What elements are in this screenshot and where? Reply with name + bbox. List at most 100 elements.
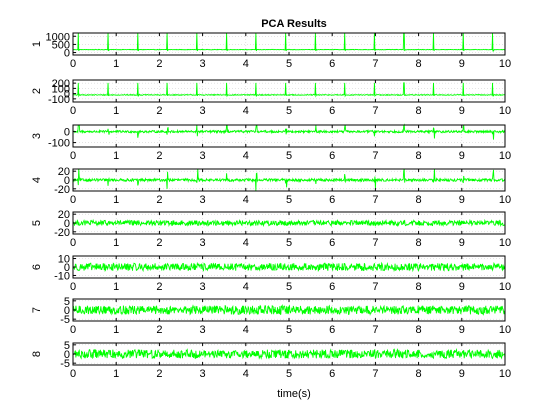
x-tick-label: 2 bbox=[156, 281, 162, 293]
chart-title: PCA Results bbox=[261, 18, 327, 30]
x-axis-label: time(s) bbox=[277, 388, 311, 400]
x-tick-label: 6 bbox=[329, 281, 335, 293]
y-tick-label: -100 bbox=[48, 94, 70, 106]
y-tick-label: -20 bbox=[54, 184, 70, 196]
x-tick-label: 1 bbox=[113, 194, 119, 206]
x-tick-label: 1 bbox=[113, 324, 119, 336]
y-axis-label: 1 bbox=[31, 41, 43, 47]
x-tick-label: 3 bbox=[200, 105, 206, 117]
x-tick-label: 4 bbox=[243, 368, 249, 380]
x-tick-label: 5 bbox=[286, 58, 292, 70]
x-tick-label: 10 bbox=[499, 150, 511, 162]
x-tick-label: 4 bbox=[243, 150, 249, 162]
x-tick-label: 7 bbox=[372, 368, 378, 380]
x-tick-label: 8 bbox=[416, 281, 422, 293]
x-tick-label: 10 bbox=[499, 194, 511, 206]
x-tick-label: 7 bbox=[372, 105, 378, 117]
x-tick-label: 3 bbox=[200, 150, 206, 162]
x-tick-label: 4 bbox=[243, 281, 249, 293]
x-tick-label: 10 bbox=[499, 324, 511, 336]
x-tick-label: 0 bbox=[70, 58, 76, 70]
x-tick-label: 3 bbox=[200, 324, 206, 336]
x-tick-label: 4 bbox=[243, 194, 249, 206]
y-axis-label: 8 bbox=[31, 351, 43, 357]
y-axis-label: 5 bbox=[31, 220, 43, 226]
x-tick-label: 9 bbox=[459, 324, 465, 336]
y-axis-label: 7 bbox=[31, 307, 43, 313]
x-tick-label: 1 bbox=[113, 150, 119, 162]
x-tick-label: 8 bbox=[416, 237, 422, 249]
x-tick-label: 10 bbox=[499, 58, 511, 70]
x-tick-label: 4 bbox=[243, 237, 249, 249]
x-tick-label: 9 bbox=[459, 58, 465, 70]
x-tick-label: 6 bbox=[329, 150, 335, 162]
y-axis-label: 4 bbox=[31, 177, 43, 183]
x-tick-label: 9 bbox=[459, 237, 465, 249]
x-tick-label: 5 bbox=[286, 281, 292, 293]
x-tick-label: 0 bbox=[70, 194, 76, 206]
x-tick-label: 9 bbox=[459, 194, 465, 206]
x-tick-label: 1 bbox=[113, 281, 119, 293]
x-tick-label: 0 bbox=[70, 368, 76, 380]
x-tick-label: 6 bbox=[329, 368, 335, 380]
x-tick-label: 1 bbox=[113, 58, 119, 70]
x-tick-label: 7 bbox=[372, 237, 378, 249]
y-tick-label: -100 bbox=[48, 138, 70, 150]
x-tick-label: 6 bbox=[329, 237, 335, 249]
x-tick-label: 3 bbox=[200, 281, 206, 293]
x-tick-label: 4 bbox=[243, 105, 249, 117]
x-tick-label: 6 bbox=[329, 324, 335, 336]
x-tick-label: 2 bbox=[156, 324, 162, 336]
x-tick-label: 1 bbox=[113, 237, 119, 249]
x-tick-label: 4 bbox=[243, 324, 249, 336]
x-tick-label: 1 bbox=[113, 105, 119, 117]
x-tick-label: 5 bbox=[286, 194, 292, 206]
x-tick-label: 6 bbox=[329, 194, 335, 206]
x-tick-label: 5 bbox=[286, 368, 292, 380]
y-axis-label: 2 bbox=[31, 88, 43, 94]
x-tick-label: 3 bbox=[200, 194, 206, 206]
x-tick-label: 2 bbox=[156, 368, 162, 380]
x-tick-label: 10 bbox=[499, 105, 511, 117]
x-tick-label: 5 bbox=[286, 105, 292, 117]
y-axis-label: 3 bbox=[31, 133, 43, 139]
x-tick-label: 3 bbox=[200, 368, 206, 380]
y-tick-label: -5 bbox=[60, 314, 70, 326]
x-tick-label: 4 bbox=[243, 58, 249, 70]
x-tick-label: 8 bbox=[416, 194, 422, 206]
x-tick-label: 2 bbox=[156, 58, 162, 70]
x-tick-label: 6 bbox=[329, 58, 335, 70]
x-tick-label: 8 bbox=[416, 324, 422, 336]
x-tick-label: 7 bbox=[372, 150, 378, 162]
y-axis-label: 6 bbox=[31, 264, 43, 270]
x-tick-label: 0 bbox=[70, 281, 76, 293]
x-tick-label: 9 bbox=[459, 281, 465, 293]
x-tick-label: 7 bbox=[372, 281, 378, 293]
x-tick-label: 0 bbox=[70, 237, 76, 249]
x-tick-label: 7 bbox=[372, 324, 378, 336]
y-tick-label: -20 bbox=[54, 227, 70, 239]
y-tick-label: 0 bbox=[64, 48, 70, 60]
x-tick-label: 8 bbox=[416, 105, 422, 117]
x-tick-label: 0 bbox=[70, 324, 76, 336]
x-tick-label: 7 bbox=[372, 58, 378, 70]
x-tick-label: 2 bbox=[156, 150, 162, 162]
x-tick-label: 5 bbox=[286, 150, 292, 162]
x-tick-label: 6 bbox=[329, 105, 335, 117]
x-tick-label: 10 bbox=[499, 368, 511, 380]
x-tick-label: 10 bbox=[499, 237, 511, 249]
x-tick-label: 7 bbox=[372, 194, 378, 206]
x-tick-label: 5 bbox=[286, 237, 292, 249]
x-tick-label: 2 bbox=[156, 194, 162, 206]
x-tick-label: 3 bbox=[200, 237, 206, 249]
y-tick-label: -10 bbox=[54, 270, 70, 282]
x-tick-label: 3 bbox=[200, 58, 206, 70]
y-tick-label: -5 bbox=[60, 358, 70, 370]
x-tick-label: 0 bbox=[70, 105, 76, 117]
x-tick-label: 8 bbox=[416, 58, 422, 70]
x-tick-label: 1 bbox=[113, 368, 119, 380]
x-tick-label: 8 bbox=[416, 368, 422, 380]
x-tick-label: 8 bbox=[416, 150, 422, 162]
x-tick-label: 9 bbox=[459, 150, 465, 162]
